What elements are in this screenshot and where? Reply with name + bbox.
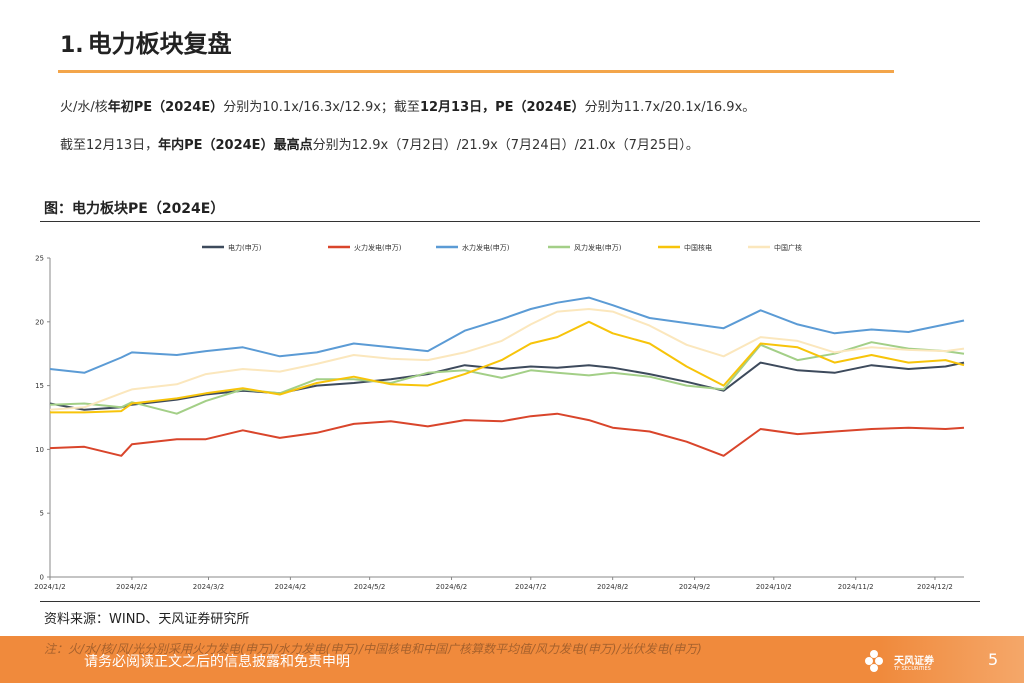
legend-label-3: 风力发电(申万) bbox=[574, 243, 622, 252]
figure-top-rule bbox=[40, 221, 980, 222]
summary-text: 截至12月13日， bbox=[60, 138, 159, 153]
title-text: 电力板块复盘 bbox=[87, 30, 232, 58]
summary-line-1: 火/水/核年初PE（2024E）分别为10.1x/16.3x/12.9x；截至1… bbox=[60, 96, 755, 115]
tf-securities-logo-icon bbox=[865, 650, 883, 672]
logo-subtitle: TF SECURITIES bbox=[894, 666, 931, 672]
summary-bold: 年内PE（2024E）最高点 bbox=[158, 138, 313, 153]
figure-note: 注：火/水/核/风/光分别采用火力发电(申万)/水力发电(申万)/中国核电和中国… bbox=[44, 642, 702, 656]
x-tick-label: 2024/7/2 bbox=[515, 583, 546, 591]
summary-bold: 12月13日，PE（2024E） bbox=[419, 100, 585, 115]
x-tick-label: 2024/9/2 bbox=[679, 583, 710, 591]
figure-source: 资料来源：WIND、天风证券研究所 bbox=[44, 612, 250, 627]
x-tick-label: 2024/2/2 bbox=[116, 583, 147, 591]
logo-name: 天风证券 bbox=[894, 656, 934, 667]
series-line-1 bbox=[49, 412, 965, 457]
page-title: 1. 电力板块复盘 bbox=[60, 24, 232, 59]
legend-label-4: 中国核电 bbox=[684, 243, 712, 252]
disclaimer-text: 请务必阅读正文之后的信息披露和免责申明 bbox=[84, 654, 350, 670]
pe-line-chart: 0 5 10 15 20 25 2024/1/2 2024/2/2 2024/3/2 2024/4… bbox=[34, 243, 965, 591]
x-tick-label: 2024/11/2 bbox=[838, 583, 874, 591]
summary-text: 分别为11.7x/20.1x/16.9x。 bbox=[584, 100, 756, 115]
footer-gradient bbox=[880, 636, 1024, 683]
legend-label-5: 中国广核 bbox=[774, 243, 802, 252]
x-tick-label: 2024/3/2 bbox=[193, 583, 224, 591]
x-tick-label: 2024/5/2 bbox=[354, 583, 385, 591]
y-tick-label: 25 bbox=[35, 255, 44, 263]
series-line-5 bbox=[49, 308, 965, 411]
y-tick-label: 10 bbox=[35, 446, 44, 454]
y-tick-label: 20 bbox=[35, 318, 44, 326]
legend-label-1: 火力发电(申万) bbox=[354, 243, 402, 252]
series-line-3 bbox=[49, 341, 965, 415]
y-tick-label: 5 bbox=[40, 510, 44, 518]
series-line-0 bbox=[49, 361, 965, 411]
y-tick-label: 0 bbox=[40, 574, 44, 582]
x-tick-label: 2024/4/2 bbox=[275, 583, 306, 591]
footer-bar bbox=[0, 636, 1024, 683]
x-tick-label: 2024/12/2 bbox=[917, 583, 953, 591]
section-number: 1. bbox=[60, 33, 84, 58]
x-tick-label: 2024/6/2 bbox=[436, 583, 467, 591]
x-tick-label: 2024/1/2 bbox=[34, 583, 65, 591]
summary-line-2: 截至12月13日，年内PE（2024E）最高点分别为12.9x（7月2日）/21… bbox=[60, 134, 699, 153]
figure-bottom-rule bbox=[40, 601, 980, 602]
summary-text: 分别为12.9x（7月2日）/21.9x（7月24日）/21.0x（7月25日）… bbox=[312, 138, 699, 153]
title-underline bbox=[58, 70, 894, 73]
legend-label-0: 电力(申万) bbox=[228, 243, 262, 252]
series-line-2 bbox=[49, 296, 965, 374]
summary-bold: 年初PE（2024E） bbox=[107, 100, 224, 115]
page-number: 5 bbox=[988, 650, 999, 669]
y-tick-label: 15 bbox=[35, 382, 44, 390]
x-tick-label: 2024/8/2 bbox=[597, 583, 628, 591]
figure-title: 图：电力板块PE（2024E） bbox=[44, 201, 225, 217]
legend-label-2: 水力发电(申万) bbox=[462, 243, 510, 252]
summary-text: 火/水/核 bbox=[60, 100, 108, 115]
series-line-4 bbox=[50, 320, 965, 414]
x-tick-label: 2024/10/2 bbox=[756, 583, 792, 591]
summary-text: 分别为10.1x/16.3x/12.9x；截至 bbox=[223, 100, 420, 115]
